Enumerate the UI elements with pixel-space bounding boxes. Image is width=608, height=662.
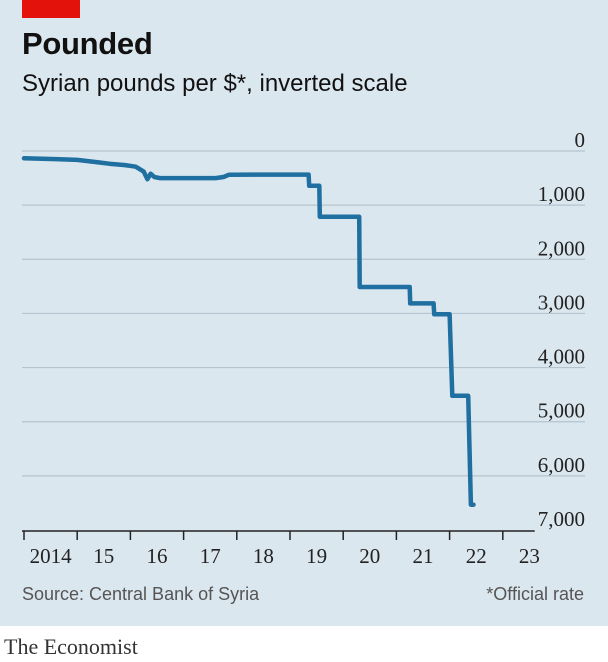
x-tick-label: 18: [253, 544, 274, 568]
line-chart: 0 1,000 2,000 3,000 4,000 5,000 6,000 7,000 2014…: [21, 128, 586, 568]
brand-red-tag: [22, 0, 80, 18]
x-tick-label: 2014: [30, 544, 73, 568]
y-tick-label: 6,000: [538, 453, 585, 477]
x-tick-label: 15: [93, 544, 114, 568]
y-tick-label: 1,000: [538, 182, 585, 206]
y-tick-label: 5,000: [538, 399, 585, 423]
x-tick-label: 21: [413, 544, 434, 568]
y-tick-label: 2,000: [538, 236, 585, 260]
x-tick-label: 20: [359, 544, 380, 568]
publisher-brand: The Economist: [4, 634, 138, 659]
y-tick-label: 0: [575, 128, 586, 152]
series-line: [21, 156, 476, 507]
x-tick-label: 19: [306, 544, 327, 568]
y-tick-label: 4,000: [538, 345, 585, 369]
chart-title: Pounded: [22, 26, 153, 61]
chart-subtitle: Syrian pounds per $*, inverted scale: [22, 70, 408, 97]
source-note: Source: Central Bank of Syria: [22, 584, 260, 604]
x-tick-label: 16: [147, 544, 168, 568]
x-tick-label: 22: [466, 544, 487, 568]
x-tick-label: 17: [200, 544, 221, 568]
x-tick-label: 23: [519, 544, 540, 568]
y-tick-label: 7,000: [538, 507, 585, 531]
y-tick-label: 3,000: [538, 290, 585, 314]
footnote: *Official rate: [486, 584, 584, 604]
